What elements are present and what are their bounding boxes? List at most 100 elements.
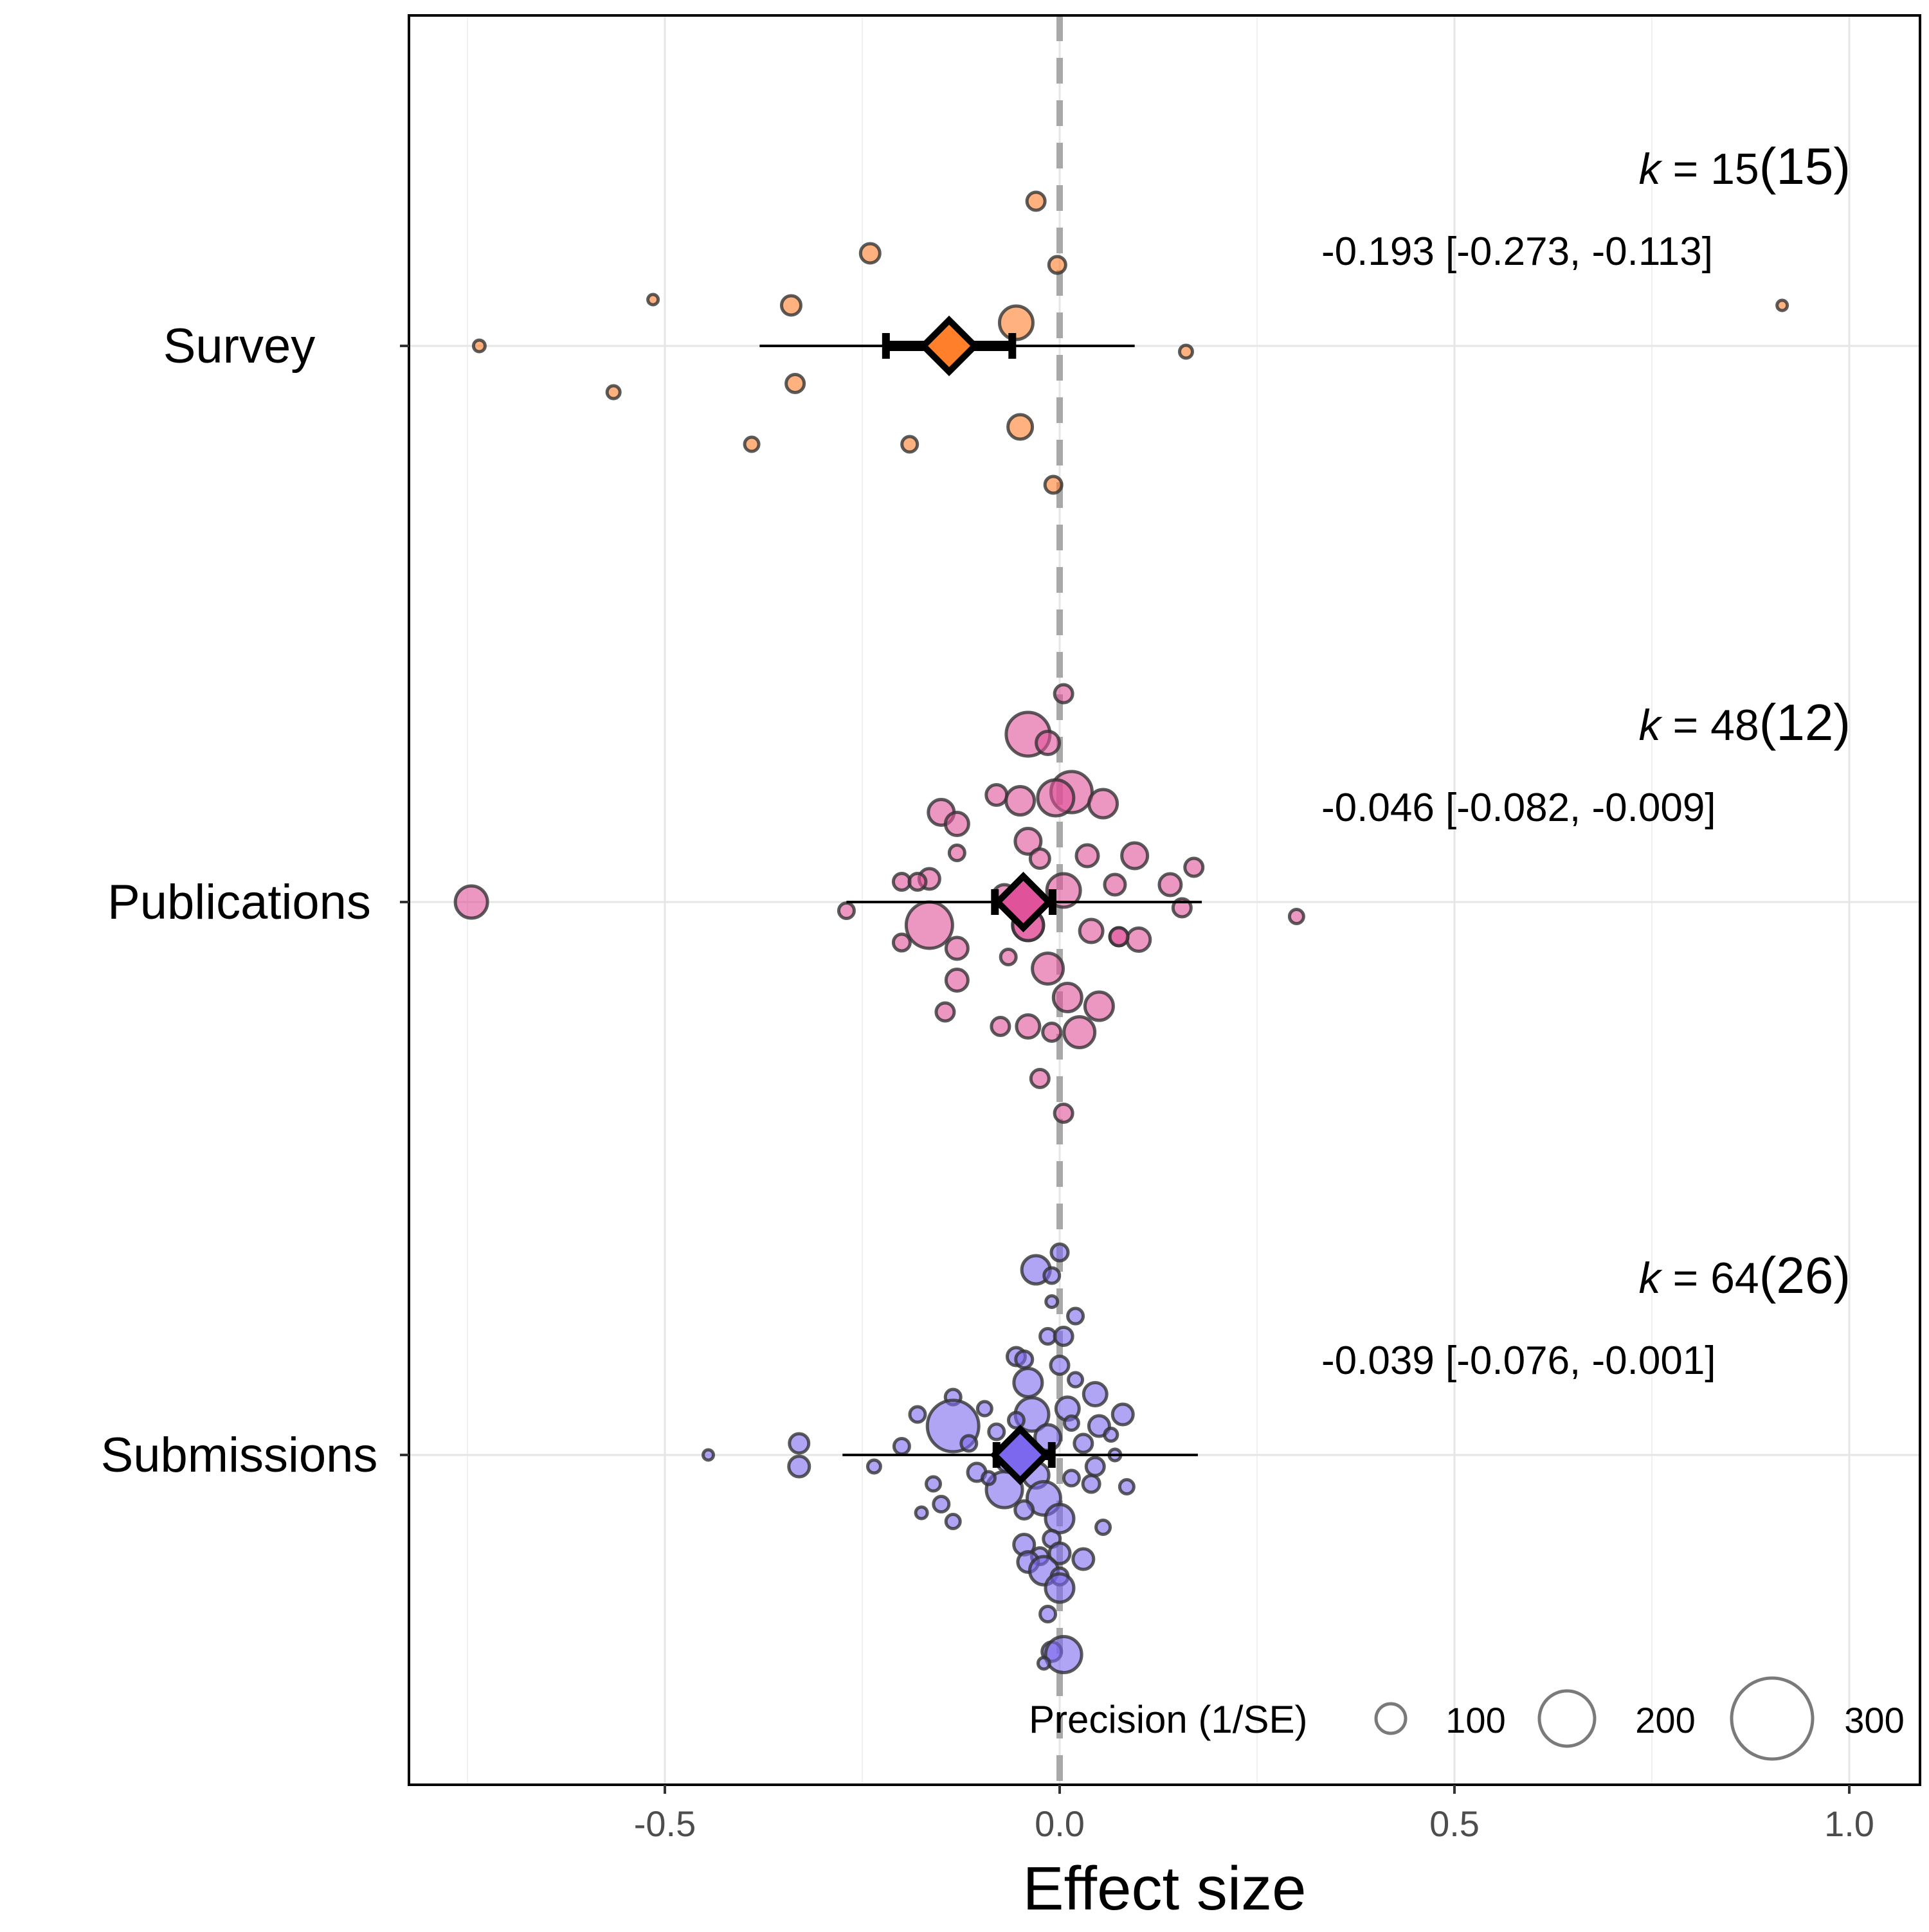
data-point xyxy=(900,435,919,454)
x-axis-label: Effect size xyxy=(1022,1854,1306,1923)
data-point xyxy=(784,373,806,394)
data-point xyxy=(1053,1103,1074,1124)
data-point xyxy=(1042,1266,1062,1285)
data-point xyxy=(1025,190,1047,212)
legend-size-label: 300 xyxy=(1844,1700,1904,1740)
y-tick-label: Publications xyxy=(107,875,371,930)
axes: -0.5 0.0 0.5 1.0 Survey Publications Submissio… xyxy=(101,319,1874,1844)
data-point xyxy=(980,1470,997,1486)
data-point xyxy=(1013,827,1043,856)
data-point xyxy=(1074,843,1100,869)
data-point xyxy=(1004,785,1037,817)
data-point xyxy=(944,1513,962,1530)
data-point xyxy=(908,1405,927,1424)
data-point xyxy=(1031,952,1065,986)
data-point xyxy=(1157,872,1183,898)
data-point xyxy=(605,384,622,401)
data-point xyxy=(892,1437,911,1456)
estimate-diamond xyxy=(990,1424,1051,1486)
data-point xyxy=(1047,255,1067,275)
data-point xyxy=(891,932,912,953)
data-point xyxy=(1071,1547,1096,1571)
data-point xyxy=(1006,413,1035,441)
data-point xyxy=(944,968,970,993)
data-point xyxy=(1015,1013,1042,1040)
k-annotation: k = 15(15) xyxy=(1639,138,1851,195)
summary-estimate-text: -0.039 [-0.076, -0.001] xyxy=(1321,1339,1716,1383)
data-point xyxy=(858,242,882,265)
data-point xyxy=(1067,1371,1085,1389)
data-point xyxy=(914,1505,929,1521)
data-point xyxy=(925,1475,943,1493)
data-point xyxy=(1043,474,1064,495)
data-point xyxy=(471,338,487,354)
data-point xyxy=(1051,982,1083,1013)
data-point xyxy=(959,1434,979,1453)
data-point xyxy=(1028,847,1051,870)
data-point xyxy=(1081,1474,1101,1494)
data-point xyxy=(1044,1635,1083,1674)
data-point xyxy=(1006,1411,1026,1430)
data-point xyxy=(1053,683,1074,705)
data-point xyxy=(1035,730,1062,756)
data-point xyxy=(1120,841,1150,871)
data-point xyxy=(1049,1355,1071,1376)
data-point xyxy=(1125,926,1152,953)
data-point xyxy=(1177,343,1194,360)
data-point xyxy=(932,1495,951,1513)
y-tick-label: Submissions xyxy=(101,1428,378,1483)
data-point xyxy=(1041,1022,1063,1043)
legend-size-label: 200 xyxy=(1635,1700,1695,1740)
data-point xyxy=(1775,298,1789,312)
data-point xyxy=(1029,1068,1051,1089)
legend-title: Precision (1/SE) xyxy=(1029,1698,1307,1741)
summary-estimate-text: -0.193 [-0.273, -0.113] xyxy=(1321,230,1713,274)
plot-panel-border xyxy=(408,14,1921,1786)
data-point xyxy=(987,1422,1006,1441)
x-tick-label: 0.5 xyxy=(1429,1803,1480,1844)
data-point xyxy=(1013,1499,1035,1521)
data-point xyxy=(947,844,966,862)
data-point xyxy=(1183,856,1205,878)
data-point xyxy=(1103,1427,1119,1443)
data-point xyxy=(999,948,1018,966)
x-tick-label: 0.0 xyxy=(1035,1803,1085,1844)
data-point xyxy=(837,901,856,920)
estimate-diamond xyxy=(919,315,980,377)
data-point xyxy=(1087,788,1119,820)
data-point xyxy=(1036,1656,1051,1671)
data-point xyxy=(1053,1326,1074,1347)
data-point xyxy=(779,294,802,317)
summary-estimate-text: -0.046 [-0.082, -0.009] xyxy=(1321,786,1716,830)
data-point xyxy=(997,304,1035,341)
data-point xyxy=(1084,1456,1106,1477)
data-point xyxy=(984,783,1009,807)
legend-size-circle xyxy=(1374,1702,1408,1735)
legend-size-label: 100 xyxy=(1445,1700,1505,1740)
data-point xyxy=(1073,1432,1094,1454)
data-point xyxy=(904,900,954,950)
data-point xyxy=(865,1458,882,1475)
x-tick-label: 1.0 xyxy=(1824,1803,1874,1844)
data-point xyxy=(1036,778,1076,818)
data-point xyxy=(1012,1367,1044,1398)
data-point xyxy=(1108,926,1130,948)
data-point xyxy=(646,293,660,307)
data-point xyxy=(1047,1541,1072,1566)
data-point xyxy=(453,884,489,920)
data-point xyxy=(934,1001,956,1023)
data-point xyxy=(944,935,970,961)
group-annotations: k = 15(15) -0.193 [-0.273, -0.113] k = 48(… xyxy=(1321,138,1851,1383)
data-point xyxy=(1082,1381,1109,1407)
data-point xyxy=(1062,1468,1081,1488)
data-point xyxy=(907,872,928,892)
data-point xyxy=(1103,872,1127,897)
data-point xyxy=(1066,1306,1085,1326)
legend-size-circle xyxy=(1537,1689,1597,1748)
x-tick-label: -0.5 xyxy=(634,1803,696,1844)
data-point xyxy=(788,1432,811,1455)
data-point xyxy=(1049,1242,1070,1263)
data-point xyxy=(1078,917,1105,944)
data-point xyxy=(1287,908,1305,925)
